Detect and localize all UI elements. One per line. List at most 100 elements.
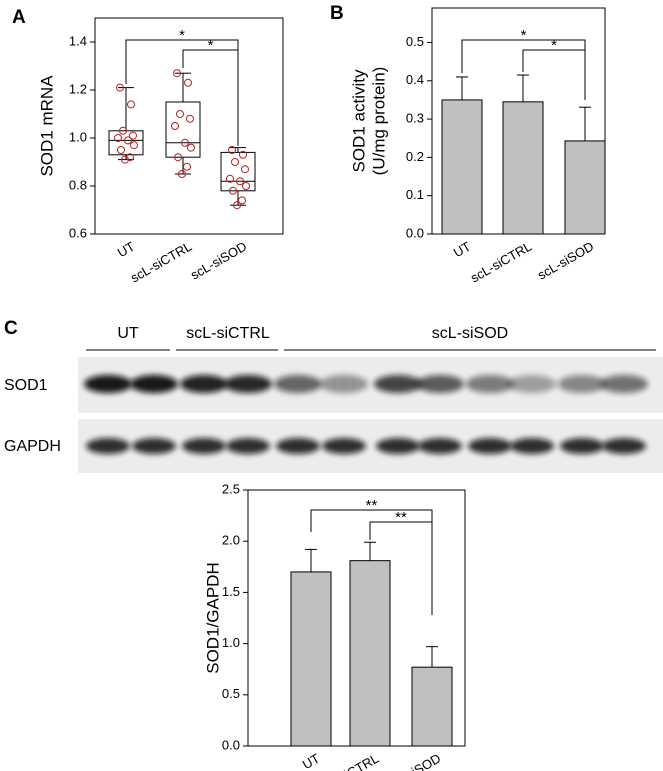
blot-band <box>84 375 132 393</box>
blot-band <box>508 375 556 393</box>
x-tick-label: scL-siSOD <box>382 751 443 771</box>
x-tick-label: scL-siSOD <box>535 239 596 283</box>
data-point <box>171 122 179 130</box>
blot-band <box>418 438 462 454</box>
y-tick-label: 1.2 <box>69 81 87 96</box>
data-point <box>238 196 246 205</box>
blot-band <box>86 438 130 454</box>
bar <box>564 140 606 235</box>
data-point <box>117 146 125 154</box>
y-tick-label: 2.0 <box>222 533 240 548</box>
x-tick-label: UT <box>300 751 323 771</box>
data-point <box>181 138 189 147</box>
blot-band <box>274 375 322 393</box>
data-point <box>127 100 135 109</box>
y-axis-label: SOD1 mRNA <box>37 75 56 177</box>
y-tick-label: 1.4 <box>69 33 87 48</box>
data-point <box>184 78 192 87</box>
y-tick-label: 0.3 <box>406 111 424 126</box>
significance-label: ** <box>395 509 407 526</box>
blot-band <box>322 438 366 454</box>
y-tick-label: 0.5 <box>406 34 424 49</box>
data-point <box>187 143 195 152</box>
x-tick-label: scL-siCTRL <box>128 239 194 286</box>
y-tick-label: 1.0 <box>222 635 240 650</box>
y-tick-label: 1.0 <box>69 129 87 144</box>
blot-band <box>130 375 178 393</box>
bar <box>502 101 544 235</box>
y-tick-label: 0.0 <box>222 737 240 752</box>
data-point <box>129 131 137 140</box>
blot-band <box>600 375 648 393</box>
blot-band <box>320 375 368 393</box>
blot-band <box>416 375 464 393</box>
data-point <box>226 174 234 183</box>
significance-bracket <box>522 49 586 100</box>
significance-label: * <box>208 37 214 54</box>
y-tick-label: 0.6 <box>69 225 87 240</box>
data-point <box>121 155 129 164</box>
box <box>220 151 256 192</box>
data-point <box>114 134 122 142</box>
blot-band <box>558 375 606 393</box>
blot-band <box>510 438 554 454</box>
significance-bracket <box>369 521 433 615</box>
data-point <box>178 170 186 178</box>
data-point <box>173 69 181 78</box>
group-label: scL-siCTRL <box>186 325 270 342</box>
data-point <box>176 110 184 118</box>
data-point <box>228 146 236 154</box>
data-point <box>186 114 194 123</box>
blot-band <box>132 438 176 454</box>
y-axis-label: SOD1/GAPDH <box>203 562 222 673</box>
y-tick-label: 0.4 <box>406 72 424 87</box>
data-point <box>231 158 239 166</box>
x-tick-label: UT <box>115 239 138 261</box>
data-point <box>126 153 134 162</box>
y-axis-label: (U/mg protein) <box>369 67 388 176</box>
blot-band <box>468 438 512 454</box>
significance-bracket <box>182 49 239 146</box>
blot-band <box>226 438 270 454</box>
y-tick-label: 0.0 <box>406 225 424 240</box>
panel-label: A <box>12 7 26 28</box>
data-point <box>241 165 249 174</box>
data-point <box>229 186 237 195</box>
y-tick-label: 0.8 <box>69 177 87 192</box>
significance-label: * <box>521 27 527 44</box>
data-point <box>130 141 138 150</box>
data-point <box>233 201 241 210</box>
group-label: UT <box>117 325 139 342</box>
data-point <box>183 162 191 171</box>
blot-band <box>224 375 272 393</box>
data-point <box>174 153 182 162</box>
group-label: scL-siSOD <box>432 325 508 342</box>
panel-label: C <box>4 318 18 339</box>
panel-label: B <box>330 3 344 24</box>
y-tick-label: 2.5 <box>222 481 240 496</box>
y-axis-label: SOD1 activity <box>349 69 368 172</box>
data-point <box>239 150 247 159</box>
data-point <box>242 182 250 190</box>
x-tick-label: scL-siCTRL <box>468 239 534 286</box>
data-point <box>116 83 124 92</box>
row-label: GAPDH <box>4 438 61 455</box>
x-tick-label: UT <box>451 239 474 261</box>
plot-frame <box>94 17 284 235</box>
bar <box>290 571 332 747</box>
significance-label: * <box>551 37 557 54</box>
box <box>108 130 144 156</box>
data-point <box>236 177 244 186</box>
data-point <box>124 136 132 145</box>
blot-band <box>602 438 646 454</box>
data-point <box>119 126 127 135</box>
x-tick-label: scL-siCTRL <box>315 751 381 771</box>
box <box>165 101 201 158</box>
blot-band <box>180 375 228 393</box>
blot-band <box>560 438 604 454</box>
bar <box>411 666 453 747</box>
x-tick-label: scL-siSOD <box>188 239 249 283</box>
blot-bands <box>84 375 648 454</box>
blot-band <box>376 438 420 454</box>
